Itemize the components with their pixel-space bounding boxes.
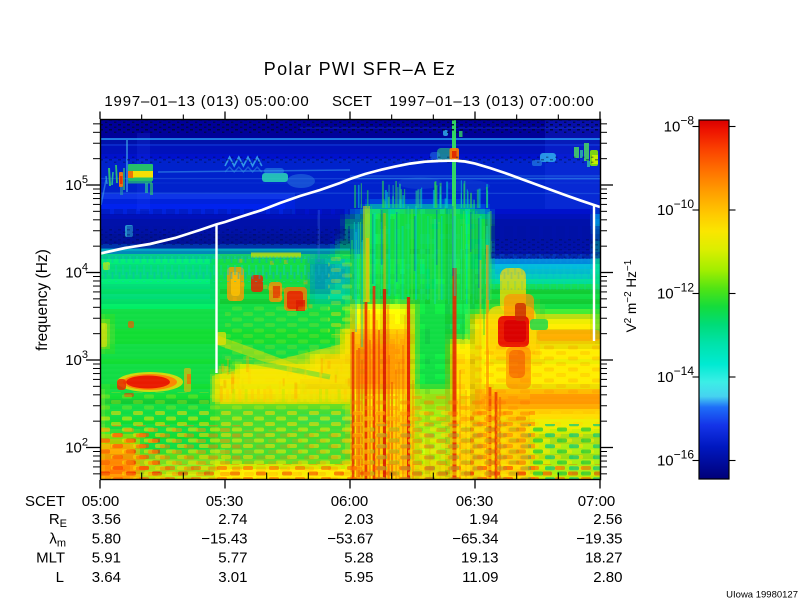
svg-text:1997–01–13 (013) 07:00:00: 1997–01–13 (013) 07:00:00 bbox=[389, 93, 594, 110]
svg-text:UIowa 19980127: UIowa 19980127 bbox=[726, 590, 798, 600]
svg-text:Polar PWI SFR–A Ez: Polar PWI SFR–A Ez bbox=[264, 59, 456, 79]
svg-text:SCET: SCET bbox=[25, 493, 65, 510]
svg-text:1.94: 1.94 bbox=[469, 511, 498, 528]
svg-text:18.27: 18.27 bbox=[585, 550, 623, 567]
svg-text:5.28: 5.28 bbox=[344, 550, 373, 567]
svg-text:3.01: 3.01 bbox=[218, 569, 247, 586]
svg-text:06:00: 06:00 bbox=[331, 493, 369, 510]
svg-text:−53.67: −53.67 bbox=[327, 531, 373, 548]
svg-text:frequency (Hz): frequency (Hz) bbox=[34, 249, 51, 351]
svg-text:L: L bbox=[56, 569, 64, 586]
svg-text:−15.43: −15.43 bbox=[201, 531, 247, 548]
svg-text:V2 m−2 Hz−1: V2 m−2 Hz−1 bbox=[623, 259, 639, 332]
svg-text:3.64: 3.64 bbox=[92, 569, 121, 586]
svg-text:06:30: 06:30 bbox=[456, 493, 494, 510]
svg-text:2.80: 2.80 bbox=[593, 569, 622, 586]
svg-text:05:30: 05:30 bbox=[206, 493, 244, 510]
svg-text:−19.35: −19.35 bbox=[576, 531, 622, 548]
svg-text:5.80: 5.80 bbox=[92, 531, 121, 548]
svg-text:07:00: 07:00 bbox=[578, 493, 616, 510]
svg-text:2.74: 2.74 bbox=[218, 511, 247, 528]
svg-text:11.09: 11.09 bbox=[462, 569, 498, 586]
svg-text:5.91: 5.91 bbox=[92, 550, 121, 567]
svg-text:1997–01–13 (013) 05:00:00: 1997–01–13 (013) 05:00:00 bbox=[104, 93, 309, 110]
svg-text:5.95: 5.95 bbox=[344, 569, 373, 586]
svg-text:5.77: 5.77 bbox=[218, 550, 247, 567]
svg-text:2.03: 2.03 bbox=[344, 511, 373, 528]
svg-text:MLT: MLT bbox=[36, 550, 65, 567]
svg-text:SCET: SCET bbox=[332, 93, 372, 110]
svg-text:19.13: 19.13 bbox=[461, 550, 499, 567]
svg-text:2.56: 2.56 bbox=[593, 511, 622, 528]
svg-text:3.56: 3.56 bbox=[92, 511, 121, 528]
svg-text:05:00: 05:00 bbox=[82, 493, 120, 510]
svg-text:−65.34: −65.34 bbox=[452, 531, 498, 548]
